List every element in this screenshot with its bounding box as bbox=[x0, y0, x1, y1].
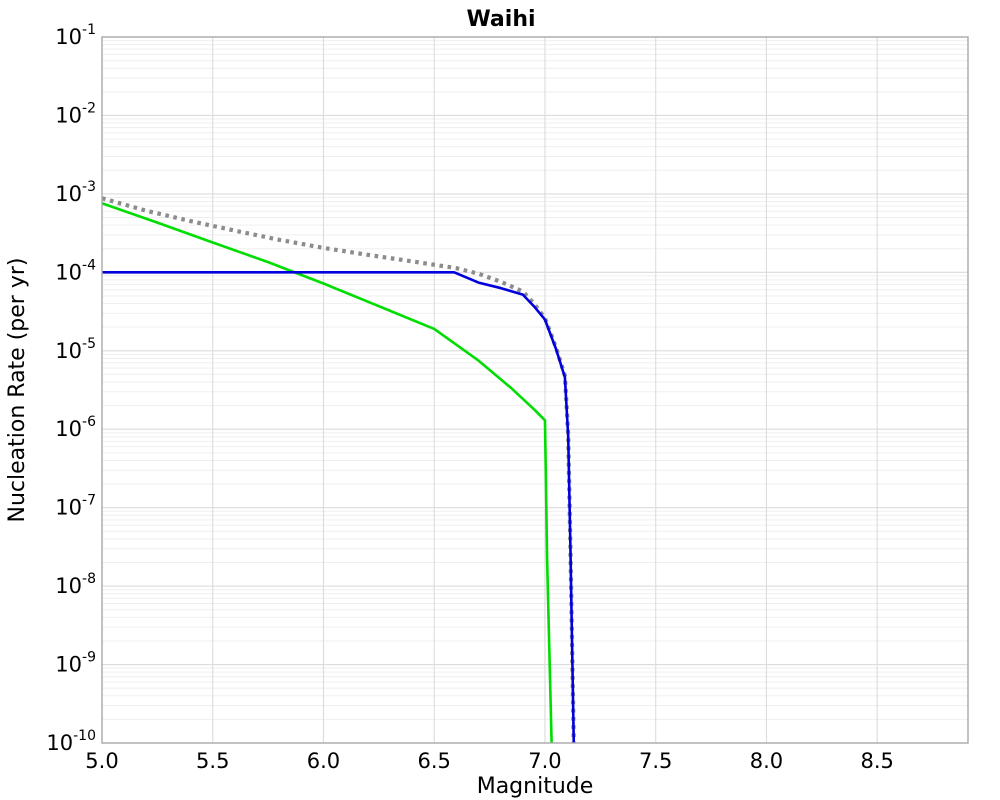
x-axis-label: Magnitude bbox=[477, 774, 594, 799]
series-blue-solid-curve bbox=[102, 271, 576, 744]
grid-minor-lines bbox=[102, 40, 968, 720]
x-tick-label: 6.5 bbox=[418, 749, 451, 773]
x-tick-label: 7.5 bbox=[639, 749, 672, 773]
x-tick-label: 6.0 bbox=[307, 749, 340, 773]
y-tick-label: 10-5 bbox=[55, 336, 96, 363]
y-tick-label: 10-6 bbox=[55, 414, 96, 441]
y-tick-label: 10-10 bbox=[46, 728, 96, 755]
y-axis-label: Nucleation Rate (per yr) bbox=[5, 258, 30, 523]
chart-title: Waihi bbox=[466, 7, 535, 32]
y-tick-labels: 10-1 10-2 10-3 10-4 10-5 10-6 10-7 10-8 10-9 10-1… bbox=[46, 22, 96, 755]
chart-series bbox=[101, 196, 576, 744]
x-tick-label: 5.5 bbox=[196, 749, 229, 773]
x-tick-labels: 5.0 5.5 6.0 6.5 7.0 7.5 8.0 8.5 bbox=[85, 749, 894, 773]
y-tick-label: 10-8 bbox=[55, 571, 96, 598]
y-tick-label: 10-4 bbox=[55, 257, 96, 284]
grid-major-lines bbox=[102, 37, 968, 743]
plot-frame bbox=[101, 36, 969, 744]
y-tick-label: 10-2 bbox=[55, 100, 96, 127]
x-tick-label: 8.0 bbox=[750, 749, 783, 773]
x-tick-label: 7.0 bbox=[528, 749, 561, 773]
x-tick-label: 8.5 bbox=[860, 749, 893, 773]
series-green-solid-curve bbox=[101, 202, 553, 744]
x-tick-label: 5.0 bbox=[85, 749, 118, 773]
y-tick-label: 10-7 bbox=[55, 493, 96, 520]
y-tick-label: 10-1 bbox=[55, 22, 96, 49]
y-tick-label: 10-3 bbox=[55, 179, 96, 206]
y-tick-label: 10-9 bbox=[55, 650, 96, 677]
